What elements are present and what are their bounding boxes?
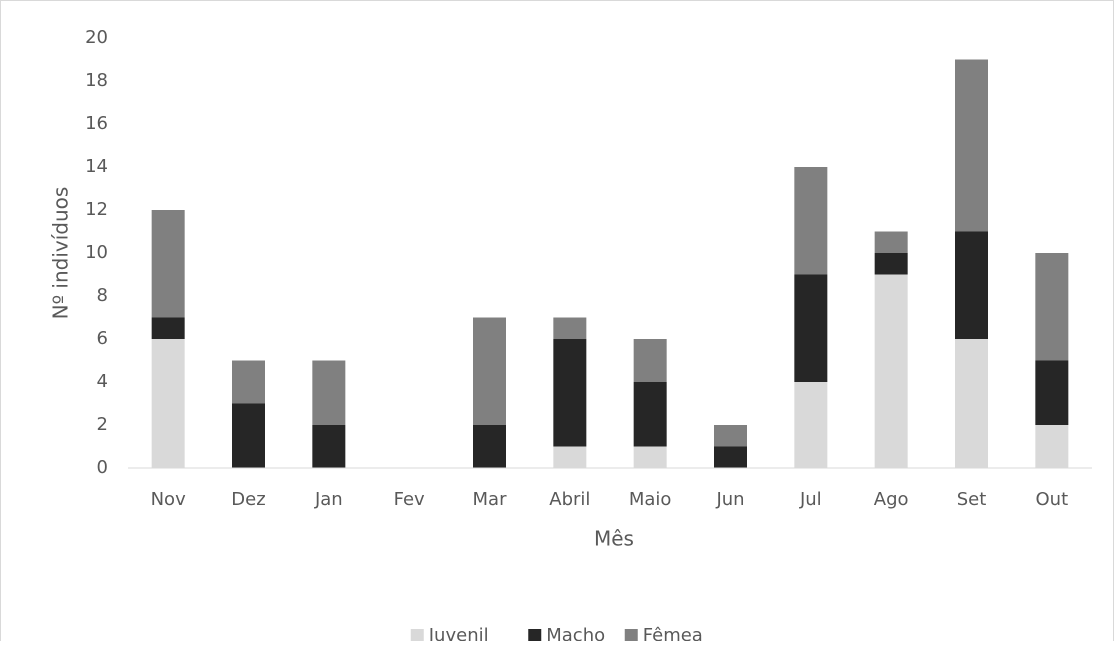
legend-swatch — [410, 629, 424, 642]
x-tick-label: Abril — [549, 489, 590, 510]
y-tick-label: 10 — [85, 242, 108, 263]
y-tick-label: 18 — [85, 70, 108, 91]
bar-segment — [232, 360, 265, 404]
legend-swatch — [528, 629, 542, 642]
bar-segment — [794, 274, 828, 382]
x-tick-label: Dez — [231, 489, 265, 510]
bar-segment — [553, 339, 587, 447]
x-axis-title: Mês — [594, 527, 634, 551]
bar-segment — [955, 339, 988, 468]
bar-segment — [232, 403, 265, 468]
y-tick-label: 14 — [85, 156, 108, 177]
x-tick-label: Fev — [394, 489, 425, 510]
y-tick-label: 20 — [85, 27, 108, 48]
bar-segment — [553, 446, 587, 468]
legend-swatch — [624, 629, 638, 642]
bar-segment — [714, 446, 747, 468]
x-tick-label: Mar — [473, 489, 508, 510]
y-tick-label: 0 — [97, 457, 108, 478]
legend-label: Macho — [546, 625, 605, 641]
bar-segment — [473, 425, 506, 468]
bar-segment — [955, 231, 988, 339]
x-tick-label: Nov — [151, 489, 186, 510]
x-tick-label: Out — [1036, 489, 1069, 510]
x-tick-label: Set — [957, 489, 987, 510]
x-tick-label: Maio — [629, 489, 672, 510]
x-tick-label: Jul — [799, 489, 822, 510]
bar-segment — [1035, 425, 1069, 468]
legend-label: Fêmea — [643, 625, 703, 641]
bar-segment — [553, 317, 587, 339]
bar-segment — [633, 339, 667, 382]
bar-segment — [874, 253, 908, 275]
bar-segment — [714, 425, 747, 447]
bar-segment — [1035, 253, 1069, 361]
x-tick-label: Ago — [874, 489, 909, 510]
bar-segment — [874, 274, 908, 468]
bar-segment — [312, 360, 346, 425]
bar-segment — [794, 382, 828, 468]
y-tick-label: 2 — [97, 414, 108, 435]
bar-segment — [633, 446, 667, 468]
bar-segment — [633, 382, 667, 447]
bar-segment — [794, 167, 828, 275]
y-tick-label: 12 — [85, 199, 108, 220]
y-tick-label: 4 — [97, 371, 108, 392]
bar-segment — [955, 59, 988, 232]
bar-segment — [312, 425, 346, 468]
y-axis-title: Nº indivíduos — [49, 187, 73, 320]
legend-label: Juvenil — [428, 625, 489, 641]
x-tick-label: Jan — [314, 489, 343, 510]
bar-segment — [151, 317, 185, 339]
y-tick-label: 6 — [97, 328, 108, 349]
bar-segment — [151, 339, 185, 468]
y-tick-label: 8 — [97, 285, 108, 306]
bar-segment — [1035, 360, 1069, 425]
bar-segment — [151, 210, 185, 318]
bar-segment — [473, 317, 506, 425]
bar-segment — [874, 231, 908, 253]
y-tick-label: 16 — [85, 113, 108, 134]
x-tick-label: Jun — [715, 489, 744, 510]
